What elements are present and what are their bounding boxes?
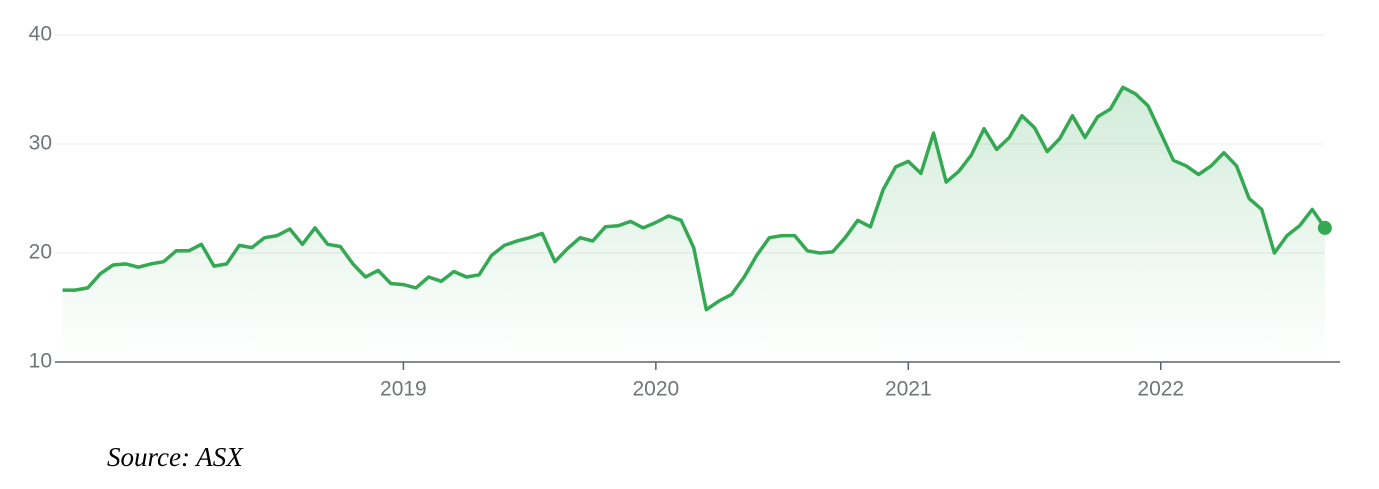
line	[62, 85, 1327, 312]
x-tick-label: 2019	[380, 378, 427, 401]
x-tick-label: 2022	[1137, 378, 1184, 401]
y-tick-label: 20	[29, 241, 52, 264]
y-tick-label: 10	[29, 350, 52, 373]
end-dot	[1317, 220, 1332, 235]
y-tick-label: 40	[29, 23, 52, 46]
source-note: Source: ASX	[107, 442, 244, 472]
area	[62, 87, 1325, 363]
x-tick-label: 2020	[632, 378, 679, 401]
x-tick-label: 2021	[885, 378, 932, 401]
y-tick-label: 30	[29, 132, 52, 155]
